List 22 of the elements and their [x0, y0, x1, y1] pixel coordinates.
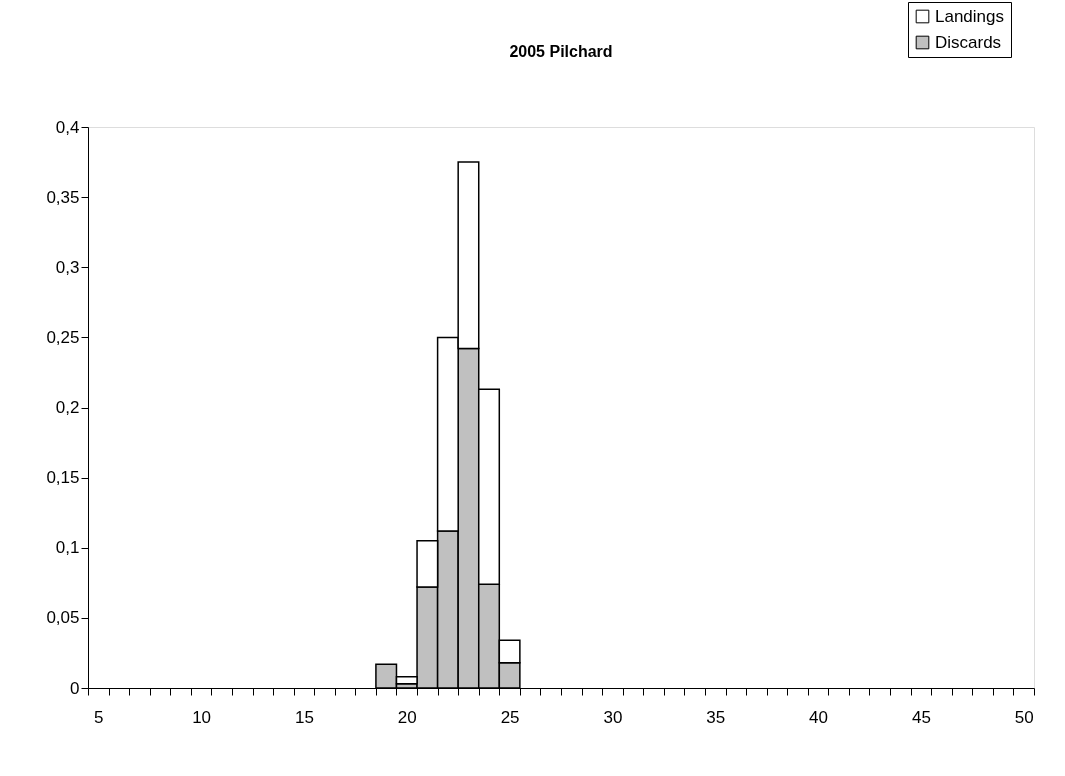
x-tick-label: 5 [94, 707, 104, 727]
x-tick-label: 20 [397, 707, 417, 727]
y-tick-label: 0,2 [55, 398, 80, 417]
chart-title: 2005 Pilchard [509, 43, 613, 60]
x-tick-label: 25 [500, 707, 520, 727]
y-tick-label: 0,05 [46, 608, 80, 628]
x-tick-label: 45 [911, 707, 931, 727]
y-tick-label: 0,4 [55, 117, 80, 137]
x-tick-label: 10 [192, 707, 212, 727]
x-tick-label: 30 [603, 707, 623, 727]
y-tick-label: 0,35 [46, 187, 80, 207]
x-tick-label: 50 [1014, 707, 1034, 727]
x-tick-label: 15 [294, 707, 314, 727]
x-tick-label: 40 [809, 707, 829, 727]
x-tick-label: 35 [706, 707, 726, 727]
y-tick-label: 0,1 [55, 538, 80, 558]
legend-label: Discards [935, 32, 1002, 52]
y-tick-label: 0,25 [46, 327, 80, 347]
y-tick-label: 0 [70, 678, 80, 698]
y-tick-label: 0,3 [55, 257, 80, 277]
legend-label: Landings [935, 6, 1005, 26]
y-tick-label: 0,15 [46, 468, 80, 488]
